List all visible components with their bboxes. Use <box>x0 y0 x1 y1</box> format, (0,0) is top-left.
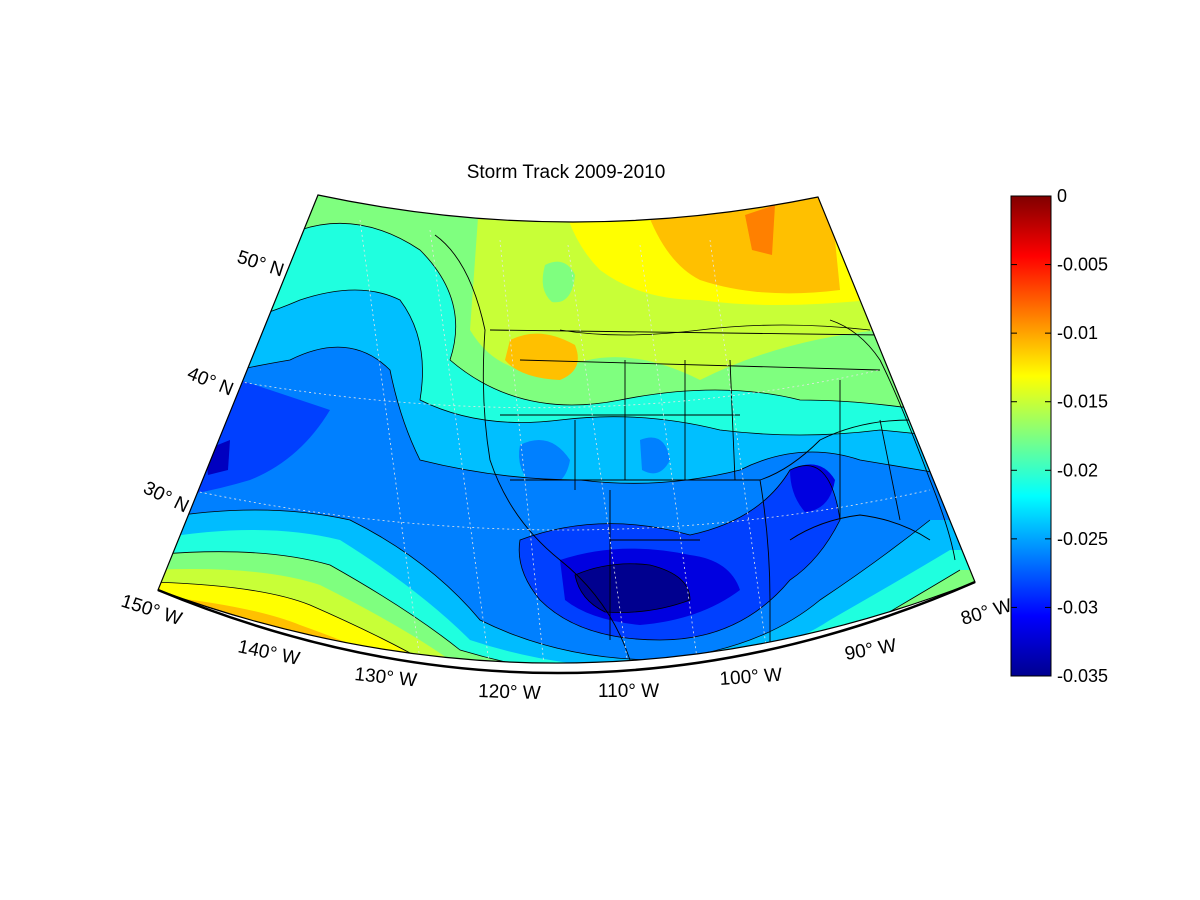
colorbar-tick-label: -0.02 <box>1057 460 1098 480</box>
graticule <box>189 219 931 664</box>
colorbar-tick-label: -0.015 <box>1057 392 1108 412</box>
political-borders <box>434 234 956 664</box>
colorbar: 0 -0.005 -0.01 -0.015 -0.02 -0.025 -0.03 -0.035 <box>1010 186 1108 686</box>
colorbar-tick-label: -0.035 <box>1057 666 1108 686</box>
colorbar-tick-label: -0.025 <box>1057 529 1108 549</box>
map-title: Storm Track 2009-2010 <box>467 162 666 183</box>
colorbar-tick-label: -0.03 <box>1057 597 1098 617</box>
lon-label-120w: 120° W <box>478 681 541 704</box>
lat-label-40n: 40° N <box>184 363 236 400</box>
lat-label-30n: 30° N <box>140 478 192 518</box>
lat-label-50n: 50° N <box>234 247 286 282</box>
colorbar-tick-label: 0 <box>1057 186 1067 206</box>
longitude-labels: 150° W 140° W 130° W 120° W 110° W 100° … <box>118 591 1014 704</box>
map-frame <box>157 194 976 664</box>
lon-label-100w: 100° W <box>719 665 783 690</box>
lon-label-90w: 90° W <box>843 635 898 665</box>
colorbar-tick-label: -0.01 <box>1057 323 1098 343</box>
lon-label-140w: 140° W <box>236 636 302 670</box>
lon-label-80w: 80° W <box>959 595 1015 630</box>
map-bottom-frame <box>157 580 976 675</box>
colorbar-gradient <box>1010 195 1052 677</box>
lon-label-130w: 130° W <box>353 664 417 691</box>
colorbar-tick-label: -0.005 <box>1057 255 1108 275</box>
colorbar-ticks: 0 -0.005 -0.01 -0.015 -0.02 -0.025 -0.03 -0.035 <box>1011 186 1108 686</box>
lon-label-110w: 110° W <box>598 681 659 702</box>
